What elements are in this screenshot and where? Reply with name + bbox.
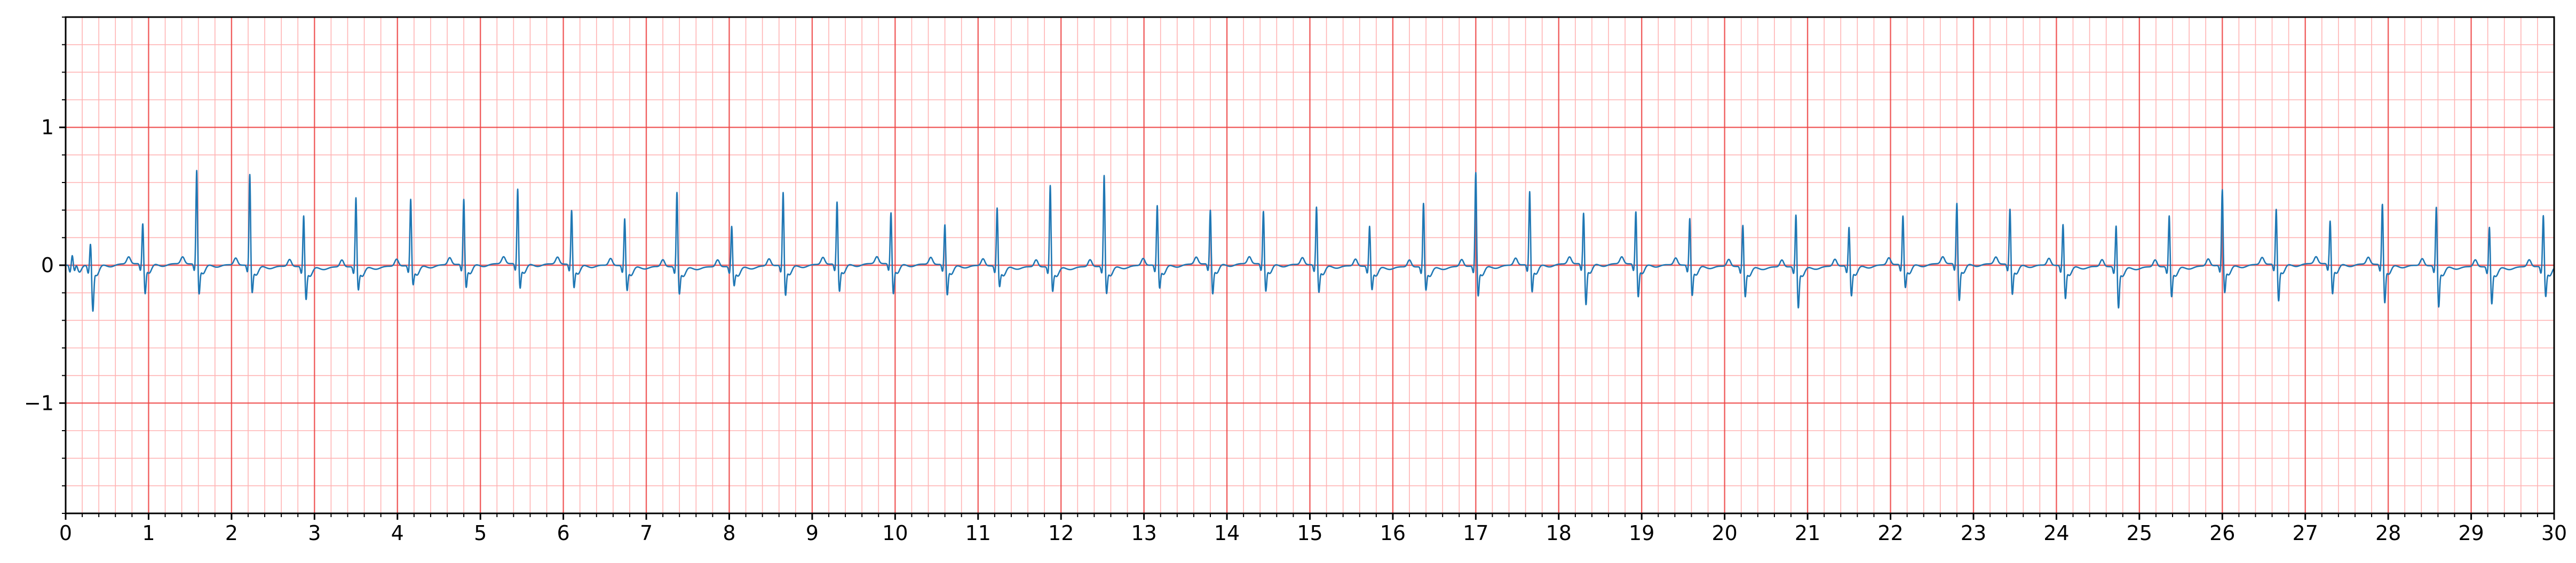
- y-axis-ticks: [59, 17, 66, 513]
- y-tick-label: 0: [41, 253, 54, 277]
- x-axis-ticks: [66, 513, 2554, 520]
- x-tick-label: 29: [2458, 521, 2484, 545]
- x-tick-label: 23: [1961, 521, 1986, 545]
- x-tick-label: 1: [142, 521, 155, 545]
- x-tick-label: 14: [1214, 521, 1240, 545]
- x-tick-label: 27: [2293, 521, 2318, 545]
- x-tick-label: 10: [882, 521, 908, 545]
- y-axis-tick-labels: −1 0 1: [24, 116, 54, 415]
- x-tick-label: 26: [2209, 521, 2235, 545]
- x-tick-label: 16: [1380, 521, 1406, 545]
- y-tick-label: −1: [24, 391, 54, 415]
- x-tick-label: 4: [391, 521, 404, 545]
- x-tick-label: 6: [557, 521, 570, 545]
- x-tick-label: 18: [1546, 521, 1572, 545]
- x-tick-label: 3: [308, 521, 321, 545]
- x-tick-label: 20: [1711, 521, 1737, 545]
- x-tick-label: 11: [965, 521, 991, 545]
- x-tick-label: 28: [2375, 521, 2401, 545]
- x-tick-label: 25: [2127, 521, 2152, 545]
- x-tick-label: 17: [1463, 521, 1488, 545]
- x-tick-label: 13: [1131, 521, 1156, 545]
- x-axis-tick-labels: 0 1 2 3 4 5 6 7 8 9 10 11 12 13 14 15 16 17 18 19 20 21 22 23 24…: [59, 521, 2567, 545]
- x-tick-label: 7: [640, 521, 653, 545]
- x-tick-label: 21: [1795, 521, 1820, 545]
- y-tick-label: 1: [41, 116, 54, 139]
- x-tick-label: 2: [225, 521, 238, 545]
- x-tick-label: 8: [723, 521, 735, 545]
- x-tick-label: 5: [474, 521, 487, 545]
- x-tick-label: 22: [1877, 521, 1903, 545]
- x-tick-label: 12: [1048, 521, 1074, 545]
- x-tick-label: 24: [2043, 521, 2069, 545]
- x-tick-label: 15: [1297, 521, 1322, 545]
- x-tick-label: 9: [806, 521, 819, 545]
- x-tick-label: 0: [59, 521, 72, 545]
- x-tick-label: 30: [2541, 521, 2567, 545]
- x-tick-label: 19: [1629, 521, 1654, 545]
